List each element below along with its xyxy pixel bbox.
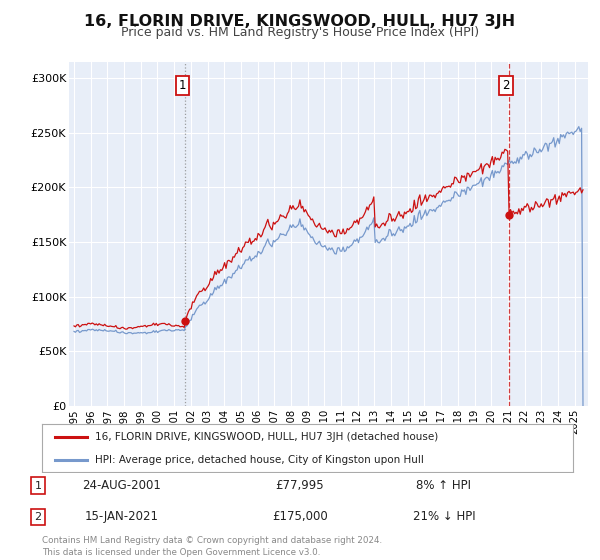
Text: 16, FLORIN DRIVE, KINGSWOOD, HULL, HU7 3JH: 16, FLORIN DRIVE, KINGSWOOD, HULL, HU7 3… bbox=[85, 14, 515, 29]
Text: £77,995: £77,995 bbox=[275, 479, 325, 492]
Text: 21% ↓ HPI: 21% ↓ HPI bbox=[413, 510, 475, 524]
Text: 8% ↑ HPI: 8% ↑ HPI bbox=[416, 479, 472, 492]
Text: 2: 2 bbox=[502, 79, 510, 92]
Text: Contains HM Land Registry data © Crown copyright and database right 2024.: Contains HM Land Registry data © Crown c… bbox=[42, 536, 382, 545]
Text: £175,000: £175,000 bbox=[272, 510, 328, 524]
Text: 24-AUG-2001: 24-AUG-2001 bbox=[82, 479, 161, 492]
Text: 2: 2 bbox=[34, 512, 41, 522]
Text: 15-JAN-2021: 15-JAN-2021 bbox=[85, 510, 158, 524]
Text: HPI: Average price, detached house, City of Kingston upon Hull: HPI: Average price, detached house, City… bbox=[95, 455, 424, 465]
Text: 1: 1 bbox=[34, 480, 41, 491]
Text: 1: 1 bbox=[179, 79, 186, 92]
Text: This data is licensed under the Open Government Licence v3.0.: This data is licensed under the Open Gov… bbox=[42, 548, 320, 557]
Text: Price paid vs. HM Land Registry's House Price Index (HPI): Price paid vs. HM Land Registry's House … bbox=[121, 26, 479, 39]
Text: 16, FLORIN DRIVE, KINGSWOOD, HULL, HU7 3JH (detached house): 16, FLORIN DRIVE, KINGSWOOD, HULL, HU7 3… bbox=[95, 432, 439, 442]
